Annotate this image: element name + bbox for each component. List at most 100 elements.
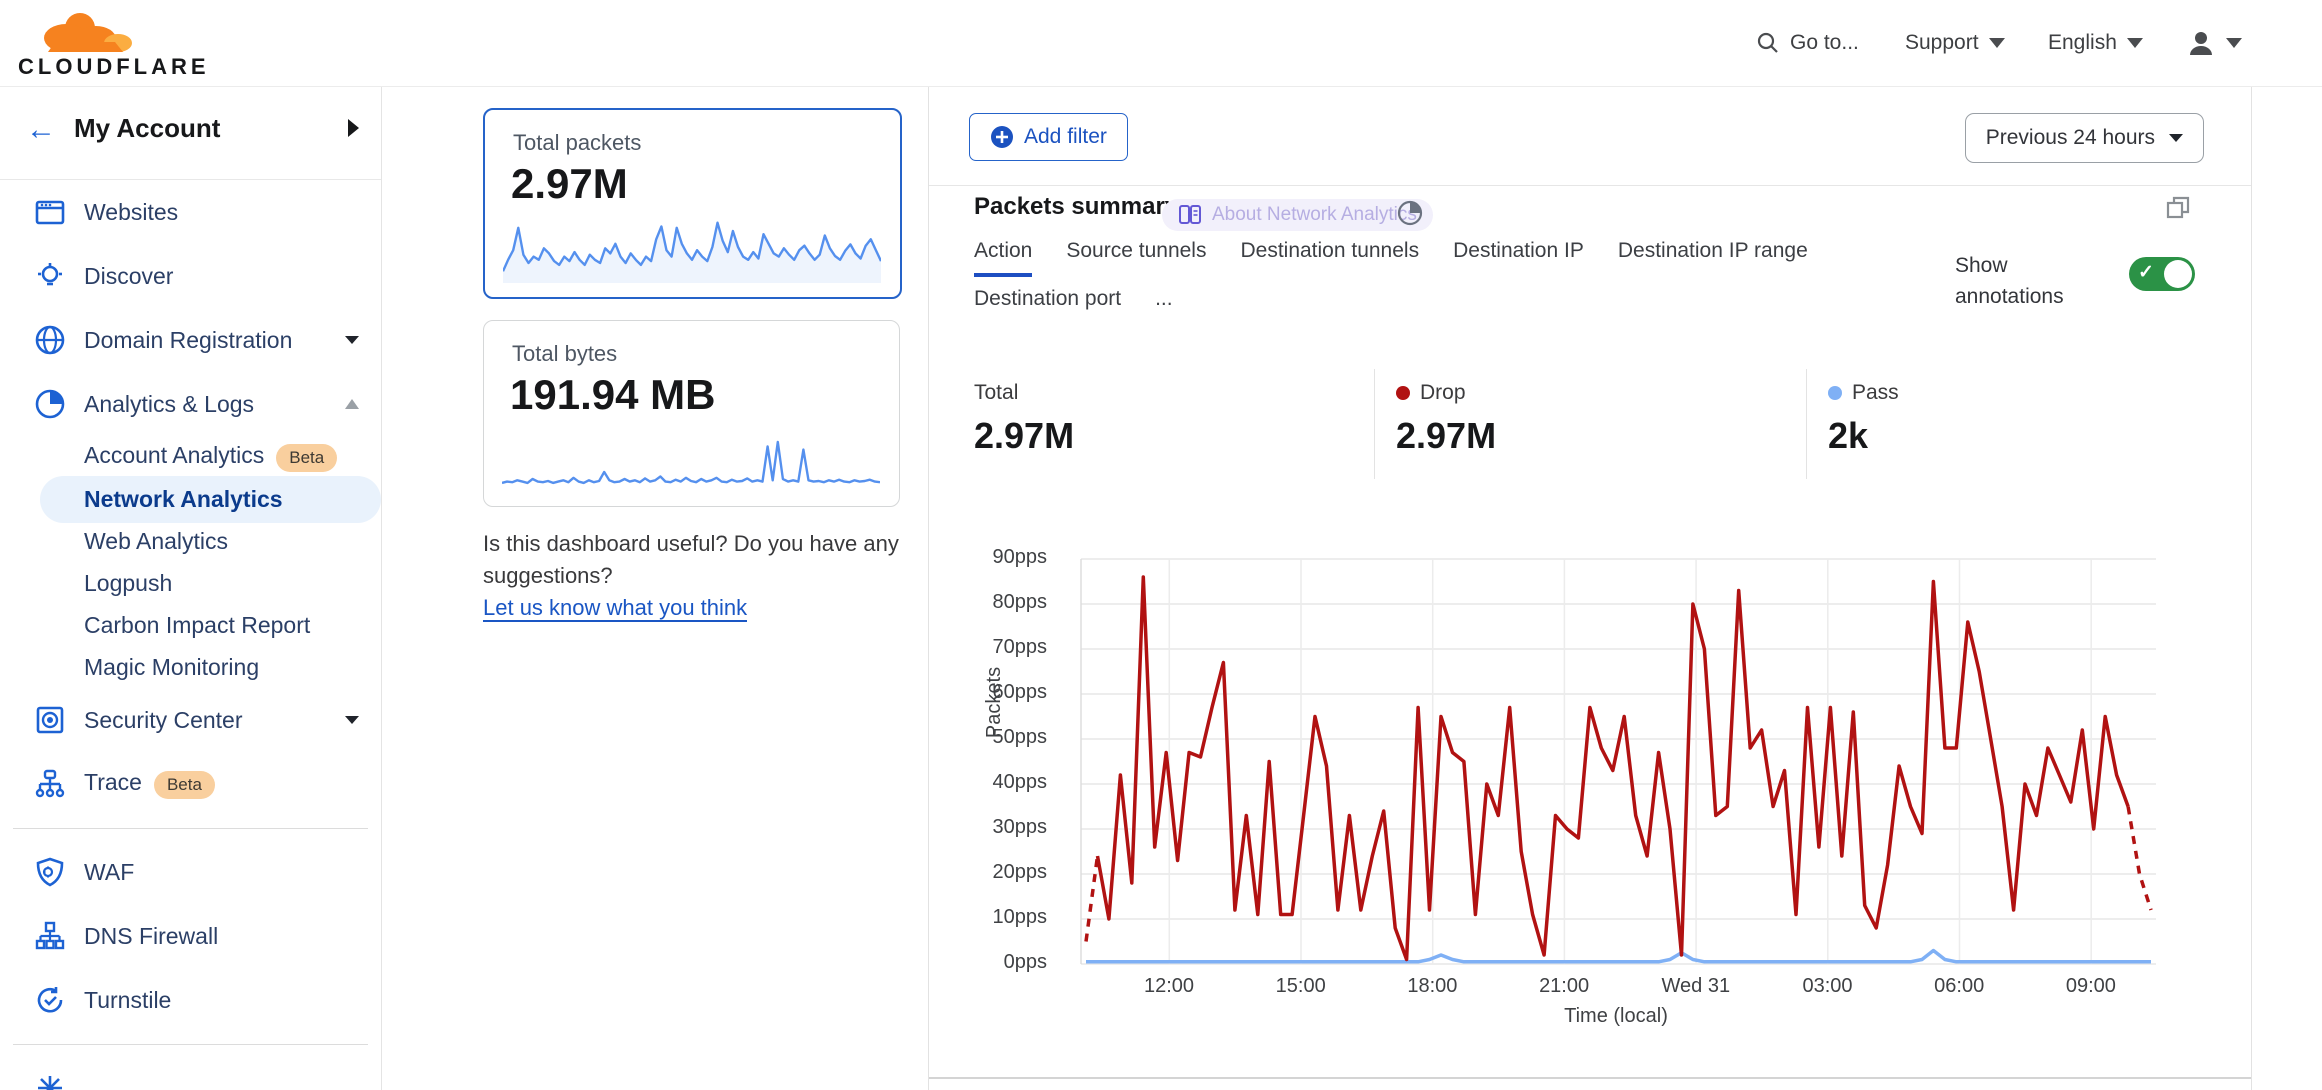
sidebar-item-trace[interactable]: TraceBeta (0, 752, 381, 816)
sidebar-divider (0, 1032, 381, 1056)
total-packets-card[interactable]: Total packets 2.97M (483, 108, 902, 299)
stat-label: Total (974, 381, 1018, 405)
starburst-icon (34, 1072, 66, 1090)
sidebar-item-label: Websites (84, 199, 178, 226)
add-filter-button[interactable]: Add filter (969, 113, 1128, 161)
search-icon (1756, 31, 1780, 55)
goto-label: Go to... (1790, 31, 1859, 55)
y-tick-label: 10pps (947, 906, 1047, 929)
panel-title: Packets summary (974, 193, 1178, 221)
y-tick-label: 30pps (947, 816, 1047, 839)
sidebar-nav: Websites DiscoverDomain RegistrationAnaly… (0, 180, 381, 1090)
sidebar: ← My Account Websites DiscoverDomain Regi… (0, 87, 382, 1090)
sidebar-item-label: Logpush (84, 570, 172, 597)
card-value: 191.94 MB (510, 371, 715, 419)
section-divider (929, 185, 2251, 186)
globe-icon (34, 324, 66, 356)
card-label: Total packets (513, 130, 641, 156)
sidebar-item-security-center[interactable]: Security Center (0, 688, 381, 752)
cloudflare-logo[interactable]: CLOUDFLARE (18, 8, 198, 78)
packets-sparkline (503, 211, 881, 283)
sidebar-item-label: WAF (84, 859, 134, 886)
sidebar-item-label: Network Analytics (84, 486, 283, 513)
sidebar-item-turnstile[interactable]: Turnstile (0, 968, 381, 1032)
sidebar-item-logpush[interactable]: Logpush (0, 562, 381, 604)
beta-badge: Beta (276, 444, 337, 472)
sidebar-item-analytics-logs[interactable]: Analytics & Logs (0, 372, 381, 436)
sidebar-item-partial[interactable] (0, 1056, 381, 1090)
tab-destination-ip-range[interactable]: Destination IP range (1618, 239, 1808, 277)
cloudflare-wordmark: CLOUDFLARE (18, 54, 210, 80)
trace-icon (34, 768, 66, 800)
main-panel: Add filter Previous 24 hours Packets sum… (928, 87, 2252, 1090)
page: { "brand": {"name": "CLOUDFLARE"}, "head… (0, 0, 2322, 1090)
pie-chart-icon (34, 388, 66, 420)
sidebar-item-waf[interactable]: WAF (0, 840, 381, 904)
top-header: CLOUDFLARE Go to... Support English (0, 0, 2322, 87)
tab-destination-tunnels[interactable]: Destination tunnels (1240, 239, 1419, 277)
chevron-down-icon (345, 336, 359, 344)
sidebar-item-websites[interactable]: Websites (0, 180, 381, 244)
about-network-analytics-badge[interactable]: About Network Analytics (1162, 199, 1433, 231)
legend-dot-pass (1828, 386, 1842, 400)
card-label: Total bytes (512, 341, 617, 367)
show-annotations-label: Show annotations (1955, 250, 2085, 312)
stat-divider (1374, 369, 1375, 479)
y-tick-label: 60pps (947, 681, 1047, 704)
sidebar-item-label: Account AnalyticsBeta (84, 442, 337, 472)
goto-search[interactable]: Go to... (1756, 0, 1859, 86)
cloudflare-cloud-icon (18, 8, 168, 54)
sidebar-item-magic-monitoring[interactable]: Magic Monitoring (0, 646, 381, 688)
tab-destination-port[interactable]: Destination port (974, 287, 1121, 325)
language-menu[interactable]: English (2048, 0, 2143, 86)
x-axis-title: Time (local) (1061, 1005, 2171, 1028)
support-label: Support (1905, 31, 1979, 55)
sidebar-divider (0, 816, 381, 840)
plus-circle-icon (990, 125, 1014, 149)
sidebar-item-label: Security Center (84, 707, 243, 734)
account-menu[interactable] (2186, 0, 2242, 86)
feedback-link[interactable]: Let us know what you think (483, 595, 747, 622)
stat-divider (1806, 369, 1807, 479)
book-icon (1178, 204, 1202, 226)
tab-source-tunnels[interactable]: Source tunnels (1066, 239, 1206, 277)
sidebar-item-domain-registration[interactable]: Domain Registration (0, 308, 381, 372)
lightbulb-icon (34, 260, 66, 292)
dimension-tabs-row2: Destination port... (974, 287, 1173, 325)
sidebar-item-dns-firewall[interactable]: DNS Firewall (0, 904, 381, 968)
y-tick-label: 70pps (947, 636, 1047, 659)
stat-label: Pass (1852, 381, 1899, 405)
support-menu[interactable]: Support (1905, 0, 2005, 86)
duplicate-window-icon[interactable] (2165, 195, 2191, 221)
sidebar-item-discover[interactable]: Discover (0, 244, 381, 308)
shield-gear-icon (34, 856, 66, 888)
sidebar-item-account-analytics[interactable]: Account AnalyticsBeta (0, 436, 381, 478)
sidebar-item-web-analytics[interactable]: Web Analytics (0, 520, 381, 562)
data-pie-icon[interactable] (1397, 200, 1423, 226)
dimension-tabs-row1: Action Source tunnels Destination tunnels D… (974, 239, 1808, 277)
account-row[interactable]: ← My Account (0, 87, 381, 180)
tab-destination-ip[interactable]: Destination IP (1453, 239, 1584, 277)
y-tick-label: 90pps (947, 546, 1047, 569)
tab-action[interactable]: Action (974, 239, 1032, 277)
y-tick-label: 20pps (947, 861, 1047, 884)
sidebar-item-label: Magic Monitoring (84, 654, 259, 681)
packets-line-chart (1061, 546, 2171, 986)
back-arrow-icon[interactable]: ← (26, 113, 56, 147)
chevron-down-icon (345, 716, 359, 724)
chevron-right-icon[interactable] (348, 119, 359, 137)
chevron-down-icon (2127, 38, 2143, 48)
more-tabs-button[interactable]: ... (1155, 287, 1173, 325)
sidebar-item-label: Web Analytics (84, 528, 228, 555)
beta-badge: Beta (154, 771, 215, 799)
sidebar-item-carbon-impact-report[interactable]: Carbon Impact Report (0, 604, 381, 646)
y-tick-label: 40pps (947, 771, 1047, 794)
sidebar-item-network-analytics[interactable]: Network Analytics (0, 478, 381, 520)
safe-icon (34, 704, 66, 736)
y-tick-label: 80pps (947, 591, 1047, 614)
time-range-dropdown[interactable]: Previous 24 hours (1965, 113, 2204, 163)
annotations-toggle[interactable]: ✓ (2129, 257, 2195, 291)
chevron-down-icon (1989, 38, 2005, 48)
chevron-down-icon (2226, 38, 2242, 48)
total-bytes-card[interactable]: Total bytes 191.94 MB (483, 320, 900, 507)
